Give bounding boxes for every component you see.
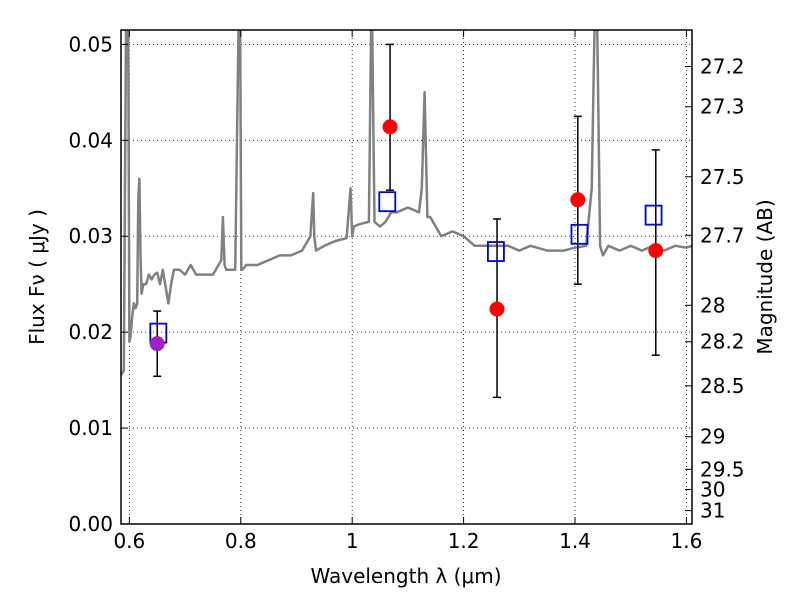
y-right-tick-label: 30: [700, 477, 725, 501]
model-square: [570, 223, 589, 245]
axes-layer: 0.6 0.8 1 1.2 1.4 1.6 0.00 0.01 0.02 0.03 0.04 0.05…: [68, 30, 745, 553]
y-right-tick-label: 27.5: [700, 165, 745, 189]
x-tick-label: 1.6: [671, 529, 703, 553]
y-right-tick-label: 27.3: [700, 95, 745, 119]
x-tick-label: 0.6: [113, 529, 145, 553]
y-right-tick-label: 27.2: [700, 54, 745, 78]
y-right-tick-label: 27.7: [700, 223, 745, 247]
y-tick-label: 0.05: [68, 32, 113, 56]
model-spectrum-line: [121, 30, 692, 376]
y-right-tick-label: 29: [700, 425, 725, 449]
observed-point: [382, 119, 398, 135]
x-tick-label: 1: [346, 529, 359, 553]
y-axis-right-title: Magnitude (AB): [753, 199, 777, 354]
data-layer: [121, 30, 692, 376]
model-square: [487, 241, 505, 262]
observed-point: [489, 301, 505, 317]
y-tick-label: 0.00: [68, 512, 113, 536]
model-square: [378, 191, 397, 213]
y-right-tick-label: 28.5: [700, 374, 745, 398]
y-right-tick-label: 28.2: [700, 330, 745, 354]
y-axis-title: Flux Fν ( μJy ): [25, 209, 49, 345]
observed-point: [570, 192, 586, 208]
y-tick-label: 0.02: [68, 320, 113, 344]
observed-point-highlight: [149, 336, 165, 352]
y-right-tick-label: 31: [700, 499, 725, 523]
plot-frame: [120, 29, 693, 525]
observed-point: [648, 243, 664, 259]
x-tick-label: 1.4: [559, 529, 591, 553]
y-right-tick-label: 29.5: [700, 457, 745, 481]
points-layer: [149, 43, 664, 399]
y-tick-label: 0.03: [68, 224, 113, 248]
y-right-tick-label: 28: [700, 293, 725, 317]
x-tick-label: 0.8: [225, 529, 257, 553]
y-tick-label: 0.01: [68, 416, 113, 440]
x-tick-label: 1.2: [448, 529, 480, 553]
y-tick-label: 0.04: [68, 128, 113, 152]
model-square: [644, 204, 663, 226]
x-axis-title: Wavelength λ (μm): [310, 564, 501, 588]
